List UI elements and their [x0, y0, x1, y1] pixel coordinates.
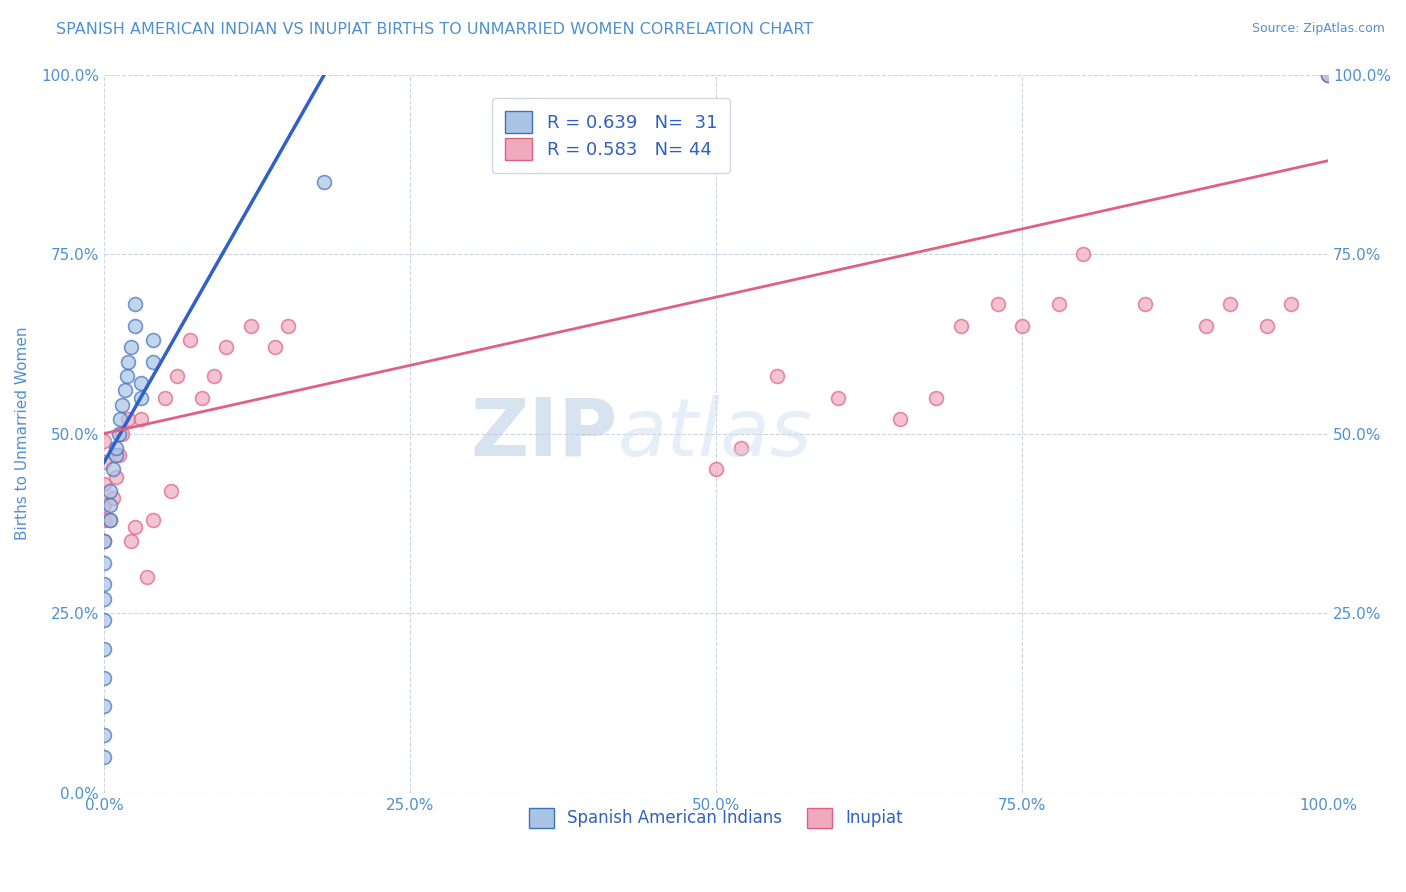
Point: [1219, 297, 1241, 311]
Point: [1071, 247, 1094, 261]
Point: [160, 483, 183, 498]
Point: [105, 448, 128, 462]
Point: [120, 534, 142, 549]
Point: [98, 483, 121, 498]
Point: [1011, 318, 1033, 333]
Point: [93, 534, 115, 549]
Text: Source: ZipAtlas.com: Source: ZipAtlas.com: [1251, 22, 1385, 36]
Point: [105, 441, 128, 455]
Point: [108, 412, 131, 426]
Point: [142, 355, 165, 369]
Point: [98, 513, 121, 527]
Point: [202, 369, 225, 384]
Point: [949, 318, 972, 333]
Point: [987, 297, 1010, 311]
Point: [105, 469, 128, 483]
Point: [107, 426, 129, 441]
Point: [124, 297, 146, 311]
Point: [925, 391, 948, 405]
Point: [142, 333, 165, 347]
Point: [93, 699, 115, 714]
Point: [93, 499, 115, 513]
Point: [124, 318, 146, 333]
Legend: Spanish American Indians, Inupiat: Spanish American Indians, Inupiat: [522, 801, 910, 835]
Point: [191, 391, 214, 405]
Point: [111, 398, 134, 412]
Point: [277, 318, 299, 333]
Point: [120, 340, 142, 354]
Point: [93, 455, 115, 469]
Point: [101, 491, 124, 506]
Point: [1317, 68, 1340, 82]
Point: [93, 534, 115, 549]
Point: [153, 391, 176, 405]
Point: [93, 577, 115, 591]
Point: [93, 513, 115, 527]
Point: [1256, 318, 1278, 333]
Point: [101, 462, 124, 476]
Point: [93, 556, 115, 570]
Point: [129, 391, 152, 405]
Point: [1195, 318, 1218, 333]
Text: ZIP: ZIP: [471, 394, 619, 473]
Point: [730, 441, 752, 455]
Point: [1317, 68, 1340, 82]
Point: [766, 369, 789, 384]
Point: [142, 513, 165, 527]
Point: [115, 369, 138, 384]
Point: [93, 728, 115, 742]
Point: [114, 384, 136, 398]
Point: [129, 376, 152, 391]
Point: [117, 412, 139, 426]
Point: [124, 520, 146, 534]
Point: [1133, 297, 1156, 311]
Point: [166, 369, 188, 384]
Point: [93, 671, 115, 685]
Point: [827, 391, 849, 405]
Y-axis label: Births to Unmarried Women: Births to Unmarried Women: [15, 326, 30, 541]
Point: [264, 340, 287, 354]
Point: [93, 642, 115, 657]
Point: [1281, 297, 1303, 311]
Text: SPANISH AMERICAN INDIAN VS INUPIAT BIRTHS TO UNMARRIED WOMEN CORRELATION CHART: SPANISH AMERICAN INDIAN VS INUPIAT BIRTH…: [56, 22, 814, 37]
Point: [704, 462, 727, 476]
Point: [215, 340, 238, 354]
Point: [117, 355, 139, 369]
Point: [93, 476, 115, 491]
Point: [93, 434, 115, 448]
Point: [98, 513, 121, 527]
Point: [93, 749, 115, 764]
Point: [1047, 297, 1070, 311]
Point: [93, 613, 115, 627]
Point: [239, 318, 262, 333]
Point: [314, 175, 336, 189]
Point: [98, 499, 121, 513]
Point: [93, 591, 115, 606]
Point: [179, 333, 201, 347]
Point: [111, 426, 134, 441]
Text: atlas: atlas: [619, 394, 813, 473]
Point: [135, 570, 157, 584]
Point: [889, 412, 911, 426]
Point: [107, 448, 129, 462]
Point: [129, 412, 152, 426]
